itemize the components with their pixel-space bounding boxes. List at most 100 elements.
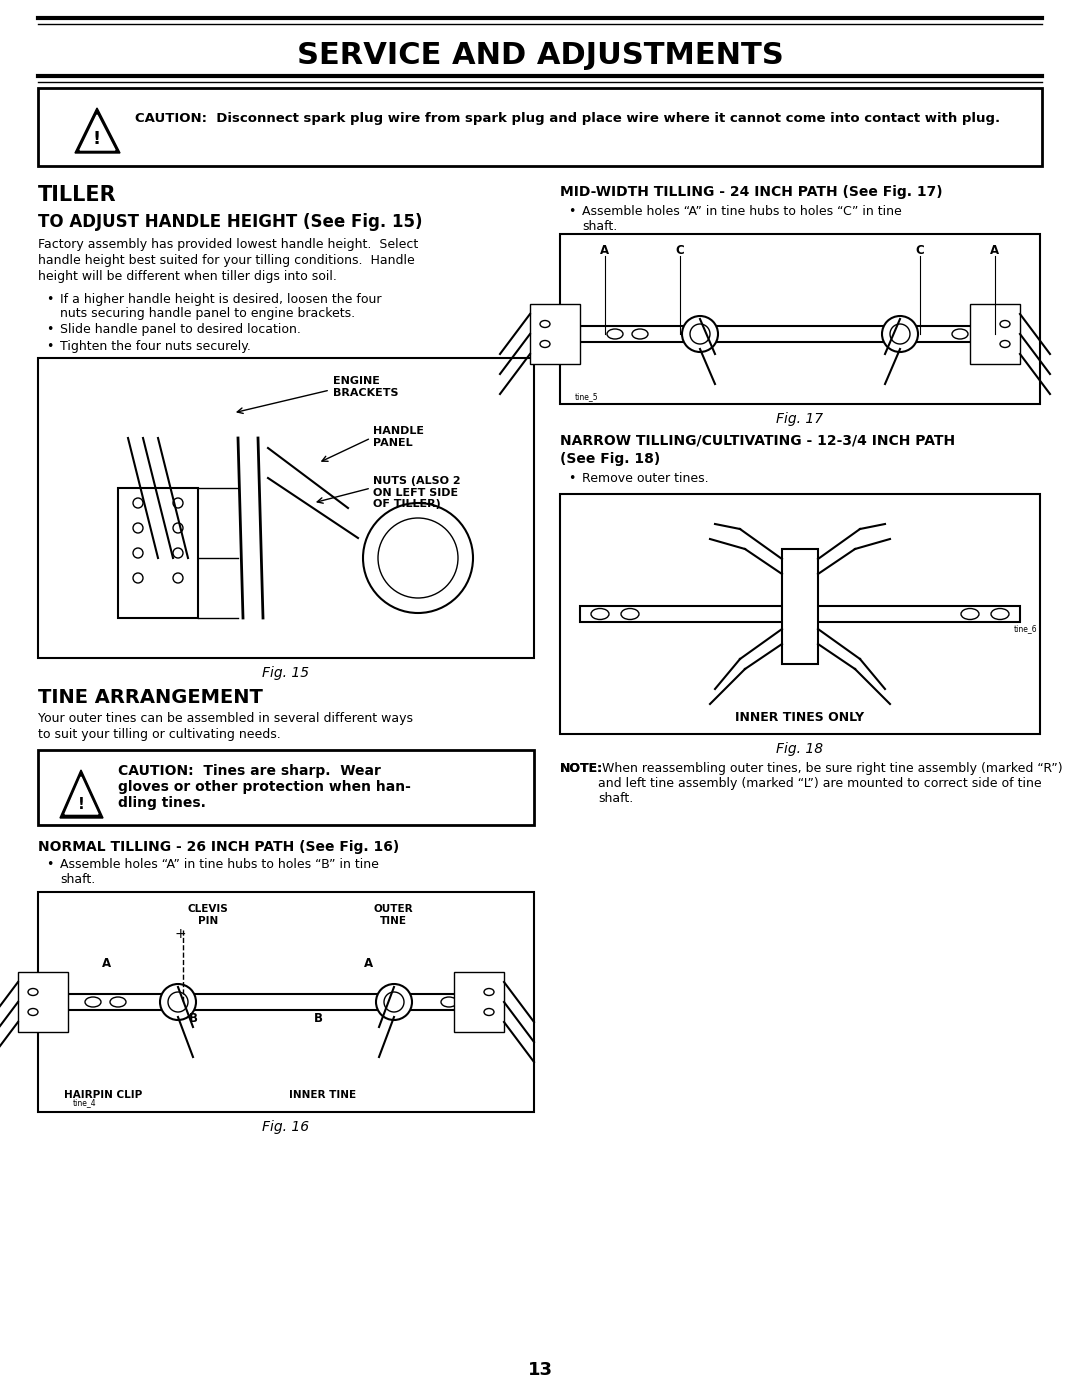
Bar [68,995,504,1010]
Text: TILLER: TILLER [38,184,117,205]
Bar [454,972,504,1032]
Circle shape [133,548,143,557]
Circle shape [173,573,183,583]
Text: NARROW TILLING/CULTIVATING - 12-3/4 INCH PATH: NARROW TILLING/CULTIVATING - 12-3/4 INCH… [561,434,955,448]
Text: CAUTION:  Disconnect spark plug wire from spark plug and place wire where it can: CAUTION: Disconnect spark plug wire from… [135,112,1000,124]
Text: !: ! [93,130,102,148]
Text: Fig. 15: Fig. 15 [262,666,310,680]
Text: NOTE:: NOTE: [561,761,603,775]
Circle shape [168,992,188,1011]
Ellipse shape [85,997,102,1007]
Ellipse shape [591,609,609,619]
Text: If a higher handle height is desired, loosen the four: If a higher handle height is desired, lo… [60,293,381,306]
Text: A: A [364,957,373,970]
Circle shape [133,497,143,509]
Text: A: A [102,957,110,970]
Text: Fig. 17: Fig. 17 [777,412,824,426]
Text: handle height best suited for your tilling conditions.  Handle: handle height best suited for your tilli… [38,254,415,267]
Circle shape [882,316,918,352]
Bar [970,305,1020,365]
Ellipse shape [540,320,550,327]
Ellipse shape [977,330,993,339]
Text: 13: 13 [527,1361,553,1379]
Text: Factory assembly has provided lowest handle height.  Select: Factory assembly has provided lowest han… [38,237,418,251]
Text: to suit your tilling or cultivating needs.: to suit your tilling or cultivating need… [38,728,281,740]
Bar [38,88,1042,166]
Circle shape [681,316,718,352]
Circle shape [173,548,183,557]
Circle shape [363,503,473,613]
Bar [561,235,1040,404]
Text: Slide handle panel to desired location.: Slide handle panel to desired location. [60,323,301,337]
Text: Your outer tines can be assembled in several different ways: Your outer tines can be assembled in sev… [38,712,413,725]
Ellipse shape [540,341,550,348]
Ellipse shape [465,997,482,1007]
Text: HANDLE
PANEL: HANDLE PANEL [373,426,424,447]
Text: •: • [568,205,576,218]
Text: TO ADJUST HANDLE HEIGHT (See Fig. 15): TO ADJUST HANDLE HEIGHT (See Fig. 15) [38,212,422,231]
Ellipse shape [28,1009,38,1016]
Circle shape [890,324,910,344]
Text: tine_6: tine_6 [1013,624,1037,633]
Text: A: A [990,244,1000,257]
Ellipse shape [951,330,968,339]
Ellipse shape [991,609,1009,619]
Text: B: B [313,1011,323,1025]
Text: When reassembling outer tines, be sure right tine assembly (marked “R”) and left: When reassembling outer tines, be sure r… [598,761,1063,805]
Polygon shape [60,770,103,819]
Bar [118,488,198,617]
Ellipse shape [1000,320,1010,327]
Circle shape [384,992,404,1011]
Text: shaft.: shaft. [582,219,618,233]
Ellipse shape [632,330,648,339]
Circle shape [690,324,710,344]
Ellipse shape [28,989,38,996]
Text: Remove outer tines.: Remove outer tines. [582,472,708,485]
Text: INNER TINE: INNER TINE [289,1090,356,1099]
Text: Assemble holes “A” in tine hubs to holes “C” in tine: Assemble holes “A” in tine hubs to holes… [582,205,902,218]
Text: C: C [916,244,924,257]
Text: gloves or other protection when han-: gloves or other protection when han- [118,780,410,793]
Text: Fig. 16: Fig. 16 [262,1120,310,1134]
Text: ENGINE
BRACKETS: ENGINE BRACKETS [333,376,399,398]
Circle shape [173,497,183,509]
Bar [530,305,580,365]
Text: A: A [600,244,609,257]
Circle shape [160,983,195,1020]
Text: height will be different when tiller digs into soil.: height will be different when tiller dig… [38,270,337,284]
Text: C: C [676,244,685,257]
Text: TINE ARRANGEMENT: TINE ARRANGEMENT [38,687,262,707]
Text: tine_5: tine_5 [575,393,598,401]
Text: Assemble holes “A” in tine hubs to holes “B” in tine: Assemble holes “A” in tine hubs to holes… [60,858,379,870]
Ellipse shape [961,609,978,619]
Ellipse shape [621,609,639,619]
Ellipse shape [484,989,494,996]
Text: (See Fig. 18): (See Fig. 18) [561,453,660,467]
Text: Tighten the four nuts securely.: Tighten the four nuts securely. [60,339,251,353]
Text: OUTER
TINE: OUTER TINE [374,904,413,926]
Text: CLEVIS
PIN: CLEVIS PIN [188,904,228,926]
Text: CAUTION:  Tines are sharp.  Wear: CAUTION: Tines are sharp. Wear [118,764,381,778]
Text: SERVICE AND ADJUSTMENTS: SERVICE AND ADJUSTMENTS [297,41,783,70]
Ellipse shape [1000,341,1010,348]
Text: HAIRPIN CLIP: HAIRPIN CLIP [64,1090,143,1099]
Polygon shape [65,777,98,814]
Text: +: + [174,928,186,942]
Text: !: ! [78,798,84,812]
Text: NORMAL TILLING - 26 INCH PATH (See Fig. 16): NORMAL TILLING - 26 INCH PATH (See Fig. … [38,840,400,854]
Text: NUTS (ALSO 2
ON LEFT SIDE
OF TILLER): NUTS (ALSO 2 ON LEFT SIDE OF TILLER) [373,476,461,509]
Bar [580,326,1020,342]
Bar [18,972,68,1032]
Bar [38,893,534,1112]
Bar [580,606,1020,622]
Circle shape [133,522,143,534]
Bar [561,495,1040,733]
Bar [38,750,534,826]
Text: Fig. 18: Fig. 18 [777,742,824,756]
Text: shaft.: shaft. [60,873,95,886]
Ellipse shape [110,997,126,1007]
Text: nuts securing handle panel to engine brackets.: nuts securing handle panel to engine bra… [60,307,355,320]
Text: •: • [46,339,53,353]
Circle shape [376,983,411,1020]
Text: B: B [189,1011,198,1025]
